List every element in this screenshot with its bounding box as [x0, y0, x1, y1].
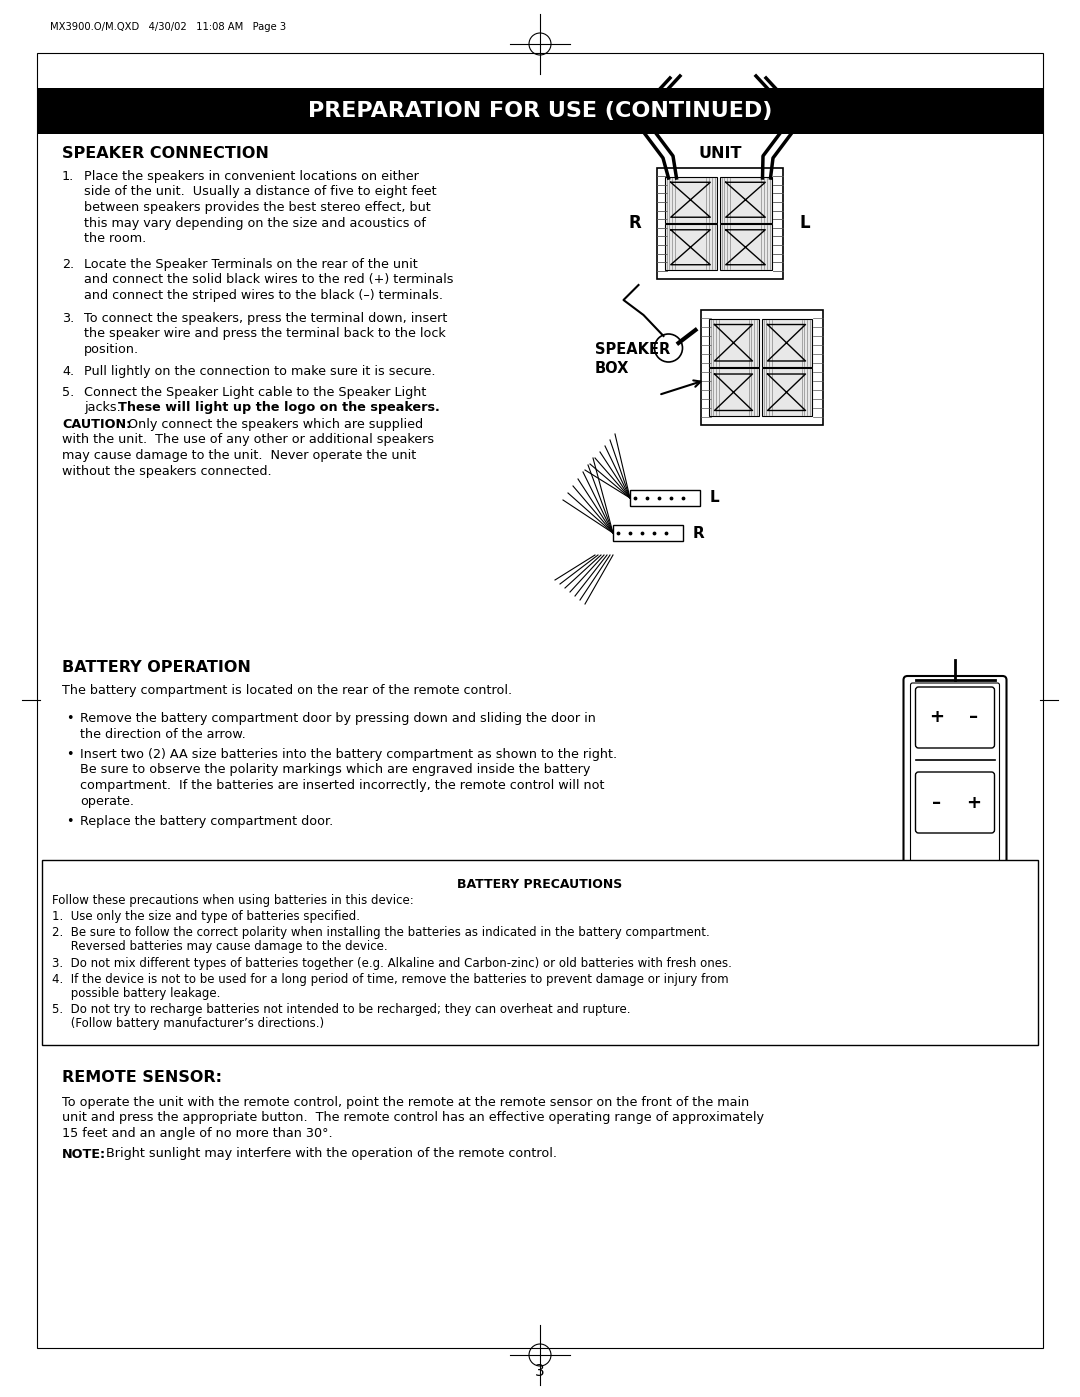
Text: –: –: [969, 708, 977, 726]
Text: Reversed batteries may cause damage to the device.: Reversed batteries may cause damage to t…: [52, 940, 388, 953]
Text: (Follow battery manufacturer’s directions.): (Follow battery manufacturer’s direction…: [52, 1017, 324, 1030]
Text: unit and press the appropriate button.  The remote control has an effective oper: unit and press the appropriate button. T…: [62, 1112, 764, 1125]
Text: 15 feet and an angle of no more than 30°.: 15 feet and an angle of no more than 30°…: [62, 1127, 333, 1140]
Text: the direction of the arrow.: the direction of the arrow.: [80, 728, 246, 740]
Text: 4.: 4.: [62, 365, 75, 379]
Text: may cause damage to the unit.  Never operate the unit: may cause damage to the unit. Never oper…: [62, 448, 416, 462]
Text: Be sure to observe the polarity markings which are engraved inside the battery: Be sure to observe the polarity markings…: [80, 764, 591, 777]
Text: and connect the solid black wires to the red (+) terminals: and connect the solid black wires to the…: [84, 274, 454, 286]
Text: possible battery leakage.: possible battery leakage.: [52, 988, 220, 1000]
Text: Remove the battery compartment door by pressing down and sliding the door in: Remove the battery compartment door by p…: [80, 712, 596, 725]
Text: BATTERY OPERATION: BATTERY OPERATION: [62, 659, 251, 675]
Text: UNIT: UNIT: [699, 147, 742, 161]
Text: R: R: [629, 215, 640, 232]
Text: 1.  Use only the size and type of batteries specified.: 1. Use only the size and type of batteri…: [52, 909, 360, 923]
Text: REMOTE SENSOR:: REMOTE SENSOR:: [62, 1070, 222, 1085]
Text: Pull lightly on the connection to make sure it is secure.: Pull lightly on the connection to make s…: [84, 365, 435, 379]
Text: 3.  Do not mix different types of batteries together (e.g. Alkaline and Carbon-z: 3. Do not mix different types of batteri…: [52, 957, 732, 970]
Text: PREPARATION FOR USE (CONTINUED): PREPARATION FOR USE (CONTINUED): [308, 101, 772, 122]
Text: 2.  Be sure to follow the correct polarity when installing the batteries as indi: 2. Be sure to follow the correct polarit…: [52, 926, 710, 939]
Bar: [664, 225, 716, 270]
Text: 5.  Do not try to recharge batteries not intended to be recharged; they can over: 5. Do not try to recharge batteries not …: [52, 1003, 631, 1016]
Bar: [630, 490, 700, 506]
Bar: [719, 177, 771, 222]
Text: side of the unit.  Usually a distance of five to eight feet: side of the unit. Usually a distance of …: [84, 186, 436, 198]
Text: 4.  If the device is not to be used for a long period of time, remove the batter: 4. If the device is not to be used for a…: [52, 972, 729, 986]
Text: Place the speakers in convenient locations on either: Place the speakers in convenient locatio…: [84, 170, 419, 183]
Text: +: +: [966, 793, 981, 812]
Text: –: –: [932, 793, 942, 812]
Text: L: L: [710, 490, 719, 506]
Text: R: R: [693, 525, 705, 541]
Bar: [719, 225, 771, 270]
Text: To connect the speakers, press the terminal down, insert: To connect the speakers, press the termi…: [84, 312, 447, 326]
Text: •: •: [66, 712, 73, 725]
FancyBboxPatch shape: [910, 683, 999, 887]
Text: Follow these precautions when using batteries in this device:: Follow these precautions when using batt…: [52, 894, 414, 907]
FancyBboxPatch shape: [916, 687, 995, 747]
Ellipse shape: [654, 334, 683, 362]
Bar: [761, 319, 811, 367]
Text: •: •: [66, 814, 73, 828]
Text: 1.: 1.: [62, 170, 75, 183]
Bar: [664, 177, 716, 222]
Text: this may vary depending on the size and acoustics of: this may vary depending on the size and …: [84, 217, 426, 229]
Text: L: L: [799, 215, 810, 232]
Text: These will light up the logo on the speakers.: These will light up the logo on the spea…: [118, 401, 440, 415]
Bar: [613, 525, 683, 541]
Text: NOTE:: NOTE:: [62, 1147, 106, 1161]
Text: the room.: the room.: [84, 232, 146, 244]
Text: 2.: 2.: [62, 258, 75, 271]
Bar: [708, 369, 758, 416]
Text: jacks.: jacks.: [84, 401, 125, 415]
Bar: [761, 369, 811, 416]
Text: The battery compartment is located on the rear of the remote control.: The battery compartment is located on th…: [62, 685, 512, 697]
Bar: [701, 310, 823, 425]
Text: To operate the unit with the remote control, point the remote at the remote sens: To operate the unit with the remote cont…: [62, 1097, 750, 1109]
Text: Replace the battery compartment door.: Replace the battery compartment door.: [80, 814, 334, 828]
Text: position.: position.: [84, 344, 139, 356]
Text: CAUTION:: CAUTION:: [62, 418, 132, 432]
Text: operate.: operate.: [80, 795, 134, 807]
Bar: [708, 319, 758, 367]
Text: SPEAKER
BOX: SPEAKER BOX: [595, 342, 671, 376]
Text: compartment.  If the batteries are inserted incorrectly, the remote control will: compartment. If the batteries are insert…: [80, 780, 605, 792]
Text: 5.: 5.: [62, 386, 75, 400]
Text: between speakers provides the best stereo effect, but: between speakers provides the best stere…: [84, 201, 431, 214]
Text: with the unit.  The use of any other or additional speakers: with the unit. The use of any other or a…: [62, 433, 434, 447]
Text: 3.: 3.: [62, 312, 75, 326]
Text: 3: 3: [535, 1365, 545, 1379]
Text: SPEAKER CONNECTION: SPEAKER CONNECTION: [62, 147, 269, 161]
Bar: [42, 861, 1038, 1045]
Text: Connect the Speaker Light cable to the Speaker Light: Connect the Speaker Light cable to the S…: [84, 386, 427, 400]
Text: Locate the Speaker Terminals on the rear of the unit: Locate the Speaker Terminals on the rear…: [84, 258, 418, 271]
Text: Insert two (2) AA size batteries into the battery compartment as shown to the ri: Insert two (2) AA size batteries into th…: [80, 747, 617, 761]
FancyBboxPatch shape: [904, 676, 1007, 894]
Text: •: •: [66, 747, 73, 761]
Bar: [657, 168, 783, 279]
FancyBboxPatch shape: [916, 773, 995, 833]
Text: +: +: [929, 708, 944, 726]
Bar: [37, 88, 1043, 134]
Text: Bright sunlight may interfere with the operation of the remote control.: Bright sunlight may interfere with the o…: [102, 1147, 557, 1161]
Text: BATTERY PRECAUTIONS: BATTERY PRECAUTIONS: [457, 877, 623, 891]
Text: MX3900.O/M.QXD   4/30/02   11:08 AM   Page 3: MX3900.O/M.QXD 4/30/02 11:08 AM Page 3: [50, 22, 286, 32]
Text: the speaker wire and press the terminal back to the lock: the speaker wire and press the terminal …: [84, 327, 446, 341]
Text: and connect the striped wires to the black (–) terminals.: and connect the striped wires to the bla…: [84, 289, 443, 302]
Text: Only connect the speakers which are supplied: Only connect the speakers which are supp…: [124, 418, 423, 432]
Text: without the speakers connected.: without the speakers connected.: [62, 464, 272, 478]
